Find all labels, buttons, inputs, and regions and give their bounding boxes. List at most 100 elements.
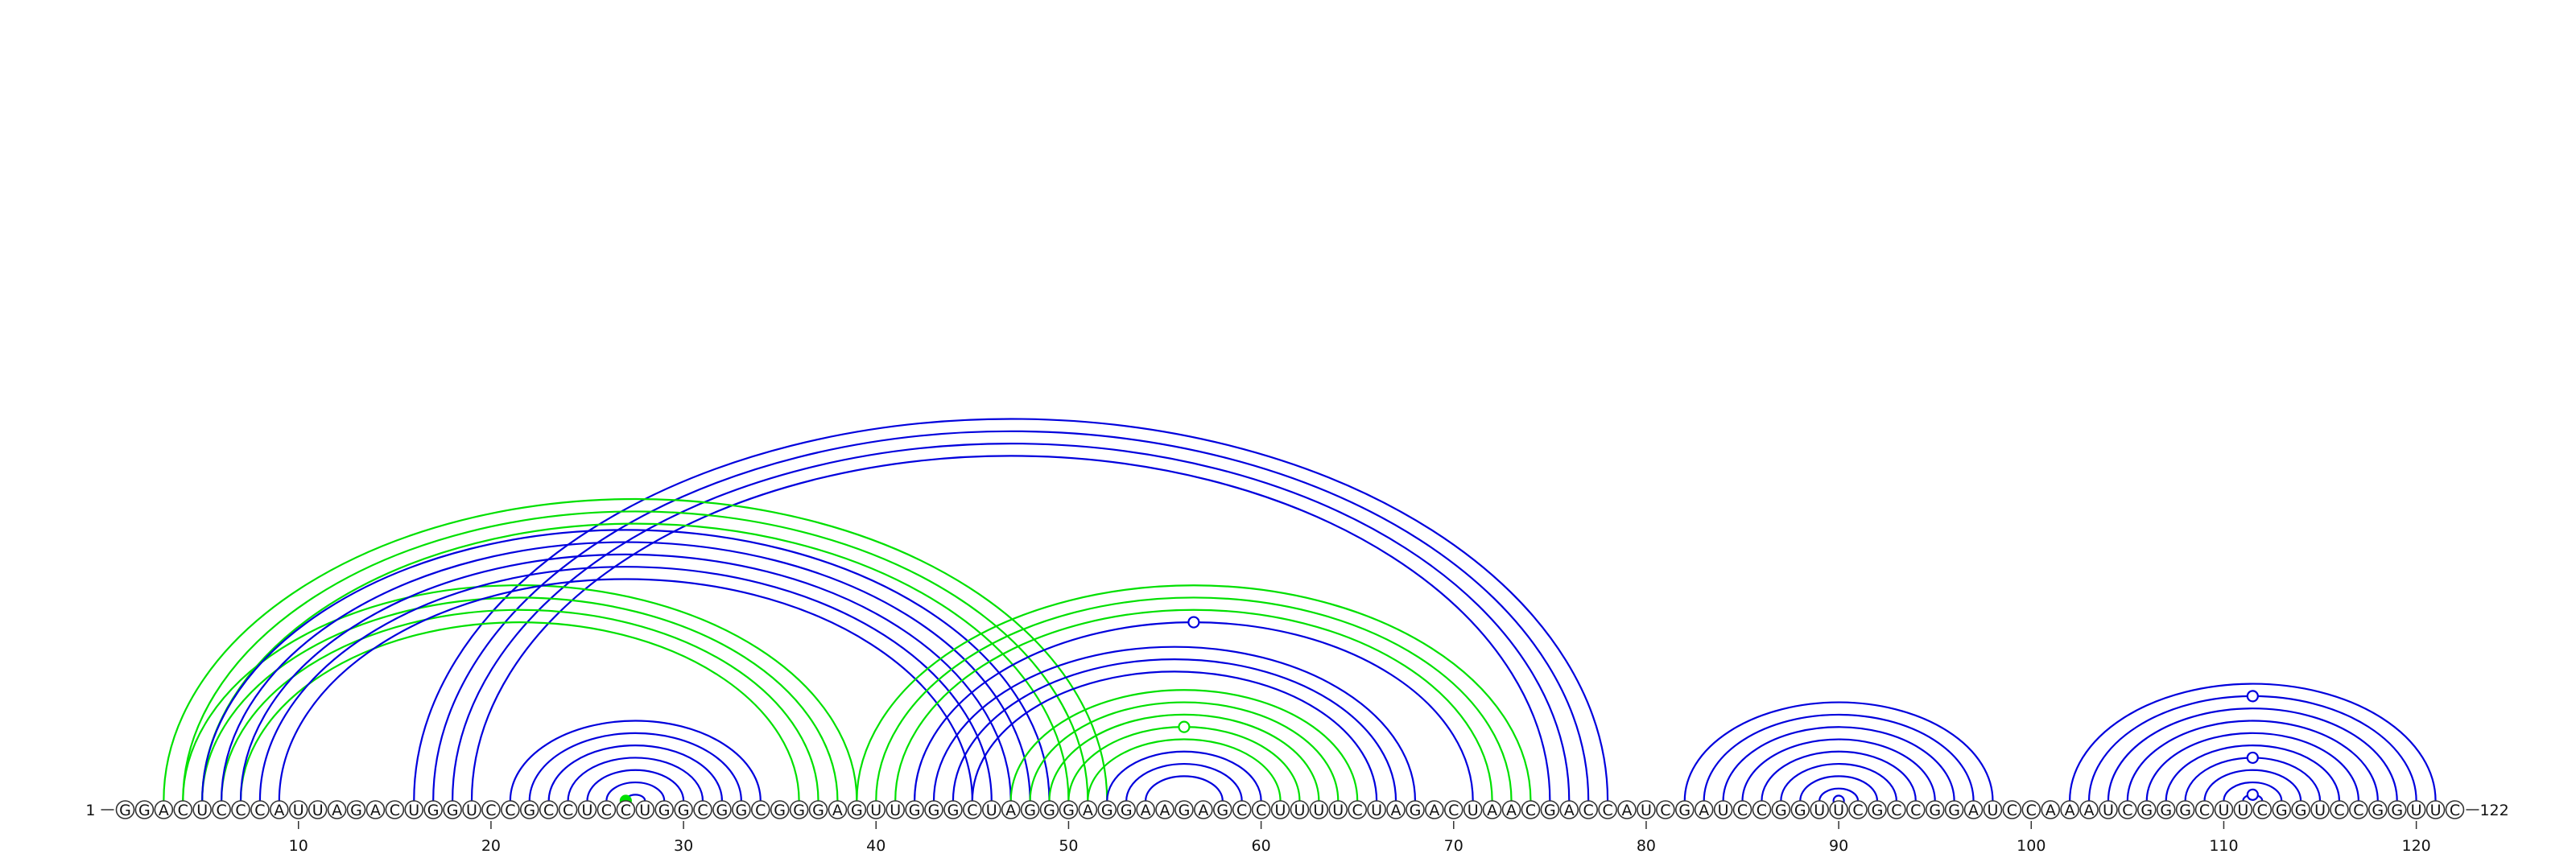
base-pair-arc-18-76 bbox=[451, 442, 1571, 802]
base-circle bbox=[674, 800, 693, 819]
base-circle bbox=[693, 800, 712, 819]
arc-marker-open bbox=[2246, 751, 2259, 765]
arc-marker-open bbox=[2246, 788, 2259, 801]
base-circle bbox=[288, 800, 308, 819]
base-letter: C bbox=[543, 802, 554, 819]
base-circle bbox=[1117, 800, 1136, 819]
base-circle bbox=[385, 800, 405, 819]
base-letter: C bbox=[1256, 802, 1266, 819]
base-letter: G bbox=[812, 802, 824, 819]
base-letter: G bbox=[1929, 802, 1941, 819]
base-circle bbox=[2136, 800, 2157, 819]
base-circle bbox=[2156, 800, 2176, 819]
base-letter: G bbox=[851, 802, 863, 819]
base-circle bbox=[828, 800, 848, 819]
base-circle bbox=[1540, 800, 1560, 819]
base-circle bbox=[2118, 800, 2137, 819]
base-pair-arc-23-32 bbox=[547, 745, 724, 802]
base-pair-arc-8-46 bbox=[258, 566, 993, 802]
base-letter: G bbox=[1024, 802, 1036, 819]
base-circle bbox=[1637, 800, 1656, 819]
base-circle bbox=[1963, 800, 1984, 819]
base-pair-arc-106-117 bbox=[2145, 732, 2359, 802]
base-letter: G bbox=[947, 802, 960, 819]
base-circle bbox=[1521, 800, 1541, 819]
base-circle bbox=[1212, 800, 1232, 819]
base-circle bbox=[308, 800, 328, 819]
base-pair-arc-4-39 bbox=[182, 584, 858, 802]
base-letter: G bbox=[1101, 802, 1113, 819]
base-circle bbox=[154, 800, 174, 819]
base-letter: C bbox=[967, 802, 977, 819]
base-circle bbox=[2330, 800, 2349, 819]
base-letter: C bbox=[2334, 802, 2344, 819]
base-letter: A bbox=[1198, 802, 1208, 819]
base-letter: A bbox=[1506, 802, 1517, 819]
base-letter: G bbox=[678, 802, 690, 819]
base-circle bbox=[327, 800, 347, 819]
base-circle bbox=[2291, 800, 2310, 819]
base-pair-arc-21-34 bbox=[509, 720, 762, 802]
base-pair-arc-25-30 bbox=[586, 769, 685, 802]
base-letter: C bbox=[216, 802, 226, 819]
base-letter: C bbox=[697, 802, 708, 819]
base-pair-arc-84-96 bbox=[1722, 726, 1955, 802]
base-letter: U bbox=[293, 802, 304, 819]
base-letter: U bbox=[870, 802, 881, 819]
base-letter: G bbox=[1948, 802, 1960, 819]
base-circle bbox=[1617, 800, 1637, 819]
tick-label: 40 bbox=[866, 837, 886, 855]
base-pair-arc-41-72 bbox=[894, 608, 1493, 802]
base-letter: C bbox=[1910, 802, 1921, 819]
base-letter: A bbox=[370, 802, 381, 819]
base-circle bbox=[501, 800, 520, 819]
base-circle bbox=[1001, 800, 1021, 819]
base-letter: U bbox=[2314, 802, 2326, 819]
base-circle bbox=[866, 800, 886, 819]
base-circle bbox=[2310, 800, 2330, 819]
base-pair-arc-105-118 bbox=[2126, 720, 2379, 802]
position-axis: 10 20 30 40 50 60 70 80 90 100 110 120 bbox=[289, 821, 2431, 855]
base-letter: U bbox=[2411, 802, 2422, 819]
base-letter: A bbox=[2084, 802, 2095, 819]
base-letter: G bbox=[1121, 802, 1133, 819]
base-letter: U bbox=[1641, 802, 1652, 819]
base-letter: C bbox=[2026, 802, 2037, 819]
base-circle bbox=[2041, 800, 2060, 819]
base-letter: C bbox=[1352, 802, 1363, 819]
base-pair-arc-88-92 bbox=[1799, 775, 1879, 802]
base-letter: A bbox=[1160, 802, 1170, 819]
base-letter: G bbox=[1872, 802, 1884, 819]
base-letter: C bbox=[2122, 802, 2132, 819]
base-circle bbox=[1598, 800, 1617, 819]
base-letter: A bbox=[2065, 802, 2075, 819]
base-letter: C bbox=[601, 802, 612, 819]
base-letter: U bbox=[1313, 802, 1324, 819]
base-letter: G bbox=[2179, 802, 2191, 819]
base-letter: G bbox=[909, 802, 921, 819]
base-circle bbox=[481, 800, 501, 819]
base-circle bbox=[2233, 800, 2253, 819]
base-circle bbox=[423, 800, 443, 819]
base-circle bbox=[2406, 800, 2426, 819]
base-pair-arc-44-67 bbox=[952, 658, 1397, 802]
base-letter: G bbox=[1775, 802, 1787, 819]
base-letter: G bbox=[793, 802, 805, 819]
base-pair-arc-39-74 bbox=[856, 584, 1532, 802]
base-pair-arc-6-48 bbox=[220, 541, 1031, 802]
base-circle bbox=[365, 800, 386, 819]
base-circle bbox=[1251, 800, 1271, 819]
base-pair-arc-5-38 bbox=[201, 596, 839, 802]
base-letter: G bbox=[447, 802, 459, 819]
base-letter: C bbox=[390, 802, 400, 819]
base-circle bbox=[1348, 800, 1367, 819]
base-letter: U bbox=[1332, 802, 1344, 819]
base-letter: G bbox=[2372, 802, 2384, 819]
base-pair-arc-87-93 bbox=[1780, 763, 1897, 802]
base-circle bbox=[1194, 800, 1213, 819]
base-circle bbox=[1097, 800, 1117, 819]
base-circle bbox=[443, 800, 462, 819]
base-pair-arc-16-78 bbox=[413, 418, 1609, 802]
sequence-backbone: 1 122 bbox=[85, 802, 2508, 819]
